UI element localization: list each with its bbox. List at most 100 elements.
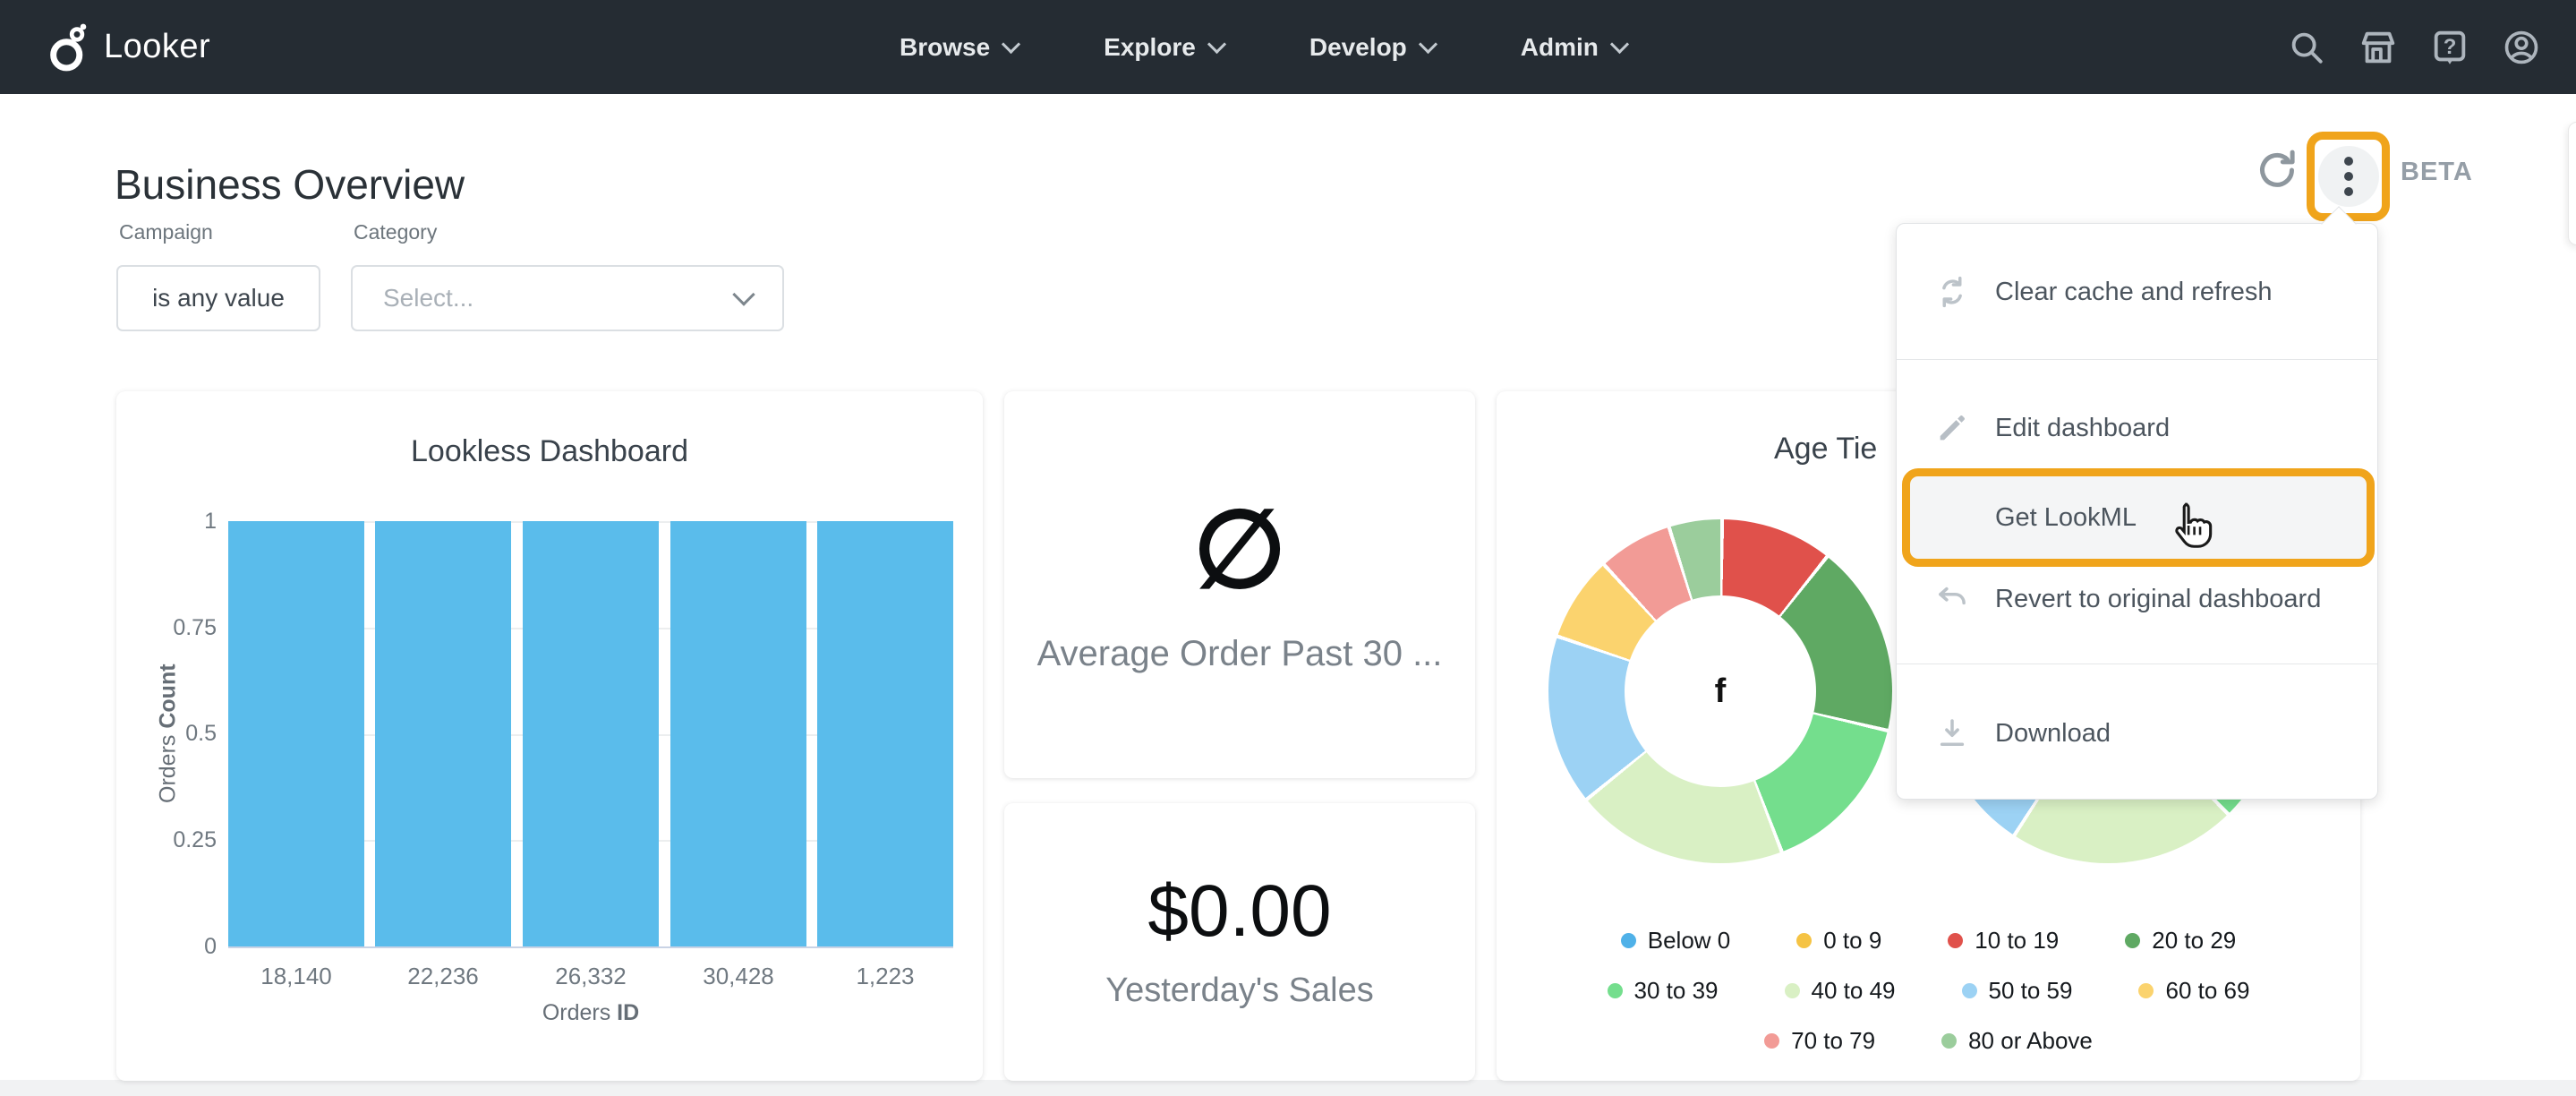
bar-orders-3[interactable] — [523, 521, 659, 946]
category-filter-placeholder: Select... — [383, 284, 474, 312]
nav-browse-label: Browse — [900, 32, 991, 61]
help-icon[interactable]: ? — [2429, 27, 2470, 68]
legend-item[interactable]: 40 to 49 — [1784, 977, 1896, 1005]
legend-dot — [1784, 983, 1800, 998]
get-lookml-highlight — [1902, 468, 2375, 567]
mouse-cursor-hand — [2164, 498, 2220, 558]
category-filter-label: Category — [354, 220, 438, 244]
nav-explore-label: Explore — [1104, 32, 1196, 61]
download-icon — [1932, 715, 1972, 752]
sales-value: $0.00 — [1147, 869, 1332, 952]
legend-item[interactable]: 60 to 69 — [2138, 977, 2249, 1005]
menu-item-edit-dashboard[interactable]: Edit dashboard — [1897, 396, 2377, 460]
donut-center-label: f — [1714, 672, 1727, 710]
chevron-down-icon — [1002, 34, 1021, 55]
top-icons: ? — [2286, 0, 2542, 94]
nav-develop-label: Develop — [1309, 32, 1407, 61]
average-order-tile[interactable]: ∅ Average Order Past 30 ... — [1004, 391, 1475, 778]
campaign-filter-label: Campaign — [119, 220, 213, 244]
account-icon[interactable] — [2501, 27, 2542, 68]
average-order-label: Average Order Past 30 ... — [1036, 633, 1443, 673]
donut-legend-row-1: Below 0 0 to 9 10 to 19 20 to 29 — [1497, 927, 2360, 955]
legend-dot — [1948, 933, 1964, 948]
nav-admin[interactable]: Admin — [1521, 33, 1630, 62]
x-axis-title: Orders ID — [542, 1000, 640, 1025]
campaign-filter-value[interactable]: is any value — [116, 265, 320, 331]
age-donut-1[interactable]: f — [1548, 519, 1892, 863]
sync-icon — [1932, 273, 1972, 311]
chevron-down-icon — [732, 283, 755, 306]
nav-browse[interactable]: Browse — [900, 32, 1021, 62]
offscreen-panel-edge — [2568, 122, 2576, 245]
legend-dot — [2125, 933, 2141, 948]
donut-legend-row-3: 70 to 79 80 or Above — [1497, 1027, 2360, 1055]
search-icon[interactable] — [2286, 27, 2327, 68]
legend-item[interactable]: 50 to 59 — [1961, 977, 2072, 1005]
pencil-icon — [1932, 410, 1972, 446]
menu-item-label: Clear cache and refresh — [1995, 277, 2273, 306]
x-tick: 1,223 — [856, 963, 915, 989]
x-tick: 22,236 — [407, 963, 479, 989]
menu-item-label: Edit dashboard — [1995, 413, 2171, 442]
main-nav: Browse Explore Develop Admin — [900, 0, 1630, 94]
menu-item-revert-dashboard[interactable]: Revert to original dashboard — [1897, 567, 2377, 631]
legend-item[interactable]: Below 0 — [1620, 927, 1730, 955]
legend-item[interactable]: 80 or Above — [1941, 1027, 2093, 1055]
chevron-down-icon — [1418, 34, 1437, 55]
y-tick: 0.5 — [185, 721, 217, 746]
legend-dot — [1941, 1033, 1958, 1049]
y-tick: 0 — [204, 934, 217, 959]
chevron-down-icon — [1609, 34, 1630, 55]
null-value-symbol: ∅ — [1192, 489, 1287, 610]
legend-dot — [1607, 983, 1623, 998]
y-tick: 0.25 — [173, 827, 217, 852]
legend-item[interactable]: 10 to 19 — [1948, 927, 2059, 955]
page-background-strip — [0, 1080, 2576, 1096]
y-tick: 0.75 — [173, 615, 217, 640]
donut-legend-row-2: 30 to 39 40 to 49 50 to 59 60 to 69 — [1497, 977, 2360, 1005]
marketplace-icon[interactable] — [2358, 27, 2399, 68]
looker-logo[interactable]: Looker — [47, 0, 210, 94]
x-axis-baseline — [228, 946, 953, 948]
logo-text: Looker — [104, 28, 211, 65]
legend-dot — [1620, 933, 1636, 948]
dashboard-actions-menu: Clear cache and refresh Edit dashboard G… — [1896, 206, 2378, 800]
bar-orders-2[interactable] — [375, 521, 511, 946]
y-tick: 1 — [204, 509, 217, 534]
legend-item[interactable]: 20 to 29 — [2125, 927, 2236, 955]
kebab-menu-highlight — [2307, 132, 2390, 221]
bar-chart-tile[interactable]: Lookless Dashboard Orders Count 1 0.75 0… — [116, 391, 983, 1081]
nav-develop[interactable]: Develop — [1309, 32, 1437, 62]
age-donut-1-center: f — [1625, 595, 1816, 787]
menu-item-clear-cache[interactable]: Clear cache and refresh — [1897, 260, 2377, 324]
menu-item-label: Get LookML — [1995, 502, 2137, 532]
svg-text:?: ? — [2444, 34, 2457, 58]
page-title: Business Overview — [115, 160, 465, 208]
legend-item[interactable]: 0 to 9 — [1796, 927, 1881, 955]
legend-item[interactable]: 30 to 39 — [1607, 977, 1719, 1005]
menu-item-label: Download — [1995, 718, 2111, 748]
legend-dot — [2138, 983, 2154, 998]
nav-explore[interactable]: Explore — [1104, 32, 1226, 62]
menu-item-get-lookml[interactable]: Get LookML — [1897, 485, 2377, 550]
dashboard-actions-kebab-button[interactable] — [2317, 146, 2379, 207]
bar-orders-1[interactable] — [228, 521, 364, 946]
bar-chart-title: Lookless Dashboard — [411, 434, 688, 468]
x-tick: 18,140 — [260, 963, 332, 989]
campaign-filter-text: is any value — [152, 284, 285, 312]
bar-orders-5[interactable] — [817, 521, 953, 946]
menu-item-download[interactable]: Download — [1897, 701, 2377, 766]
x-tick: 26,332 — [555, 963, 627, 989]
yesterdays-sales-tile[interactable]: $0.00 Yesterday's Sales — [1004, 803, 1475, 1081]
legend-item[interactable]: 70 to 79 — [1764, 1027, 1875, 1055]
top-nav-bar: Looker Browse Explore Develop Admin — [0, 0, 2576, 94]
category-filter-select[interactable]: Select... — [351, 265, 784, 331]
bar-orders-4[interactable] — [670, 521, 806, 946]
legend-dot — [1961, 983, 1977, 998]
undo-icon — [1932, 580, 1972, 618]
bar-chart-plot-area — [228, 521, 953, 948]
looker-logo-icon — [50, 23, 87, 71]
refresh-dashboard-button[interactable] — [2248, 141, 2306, 199]
chevron-down-icon — [1207, 34, 1226, 55]
